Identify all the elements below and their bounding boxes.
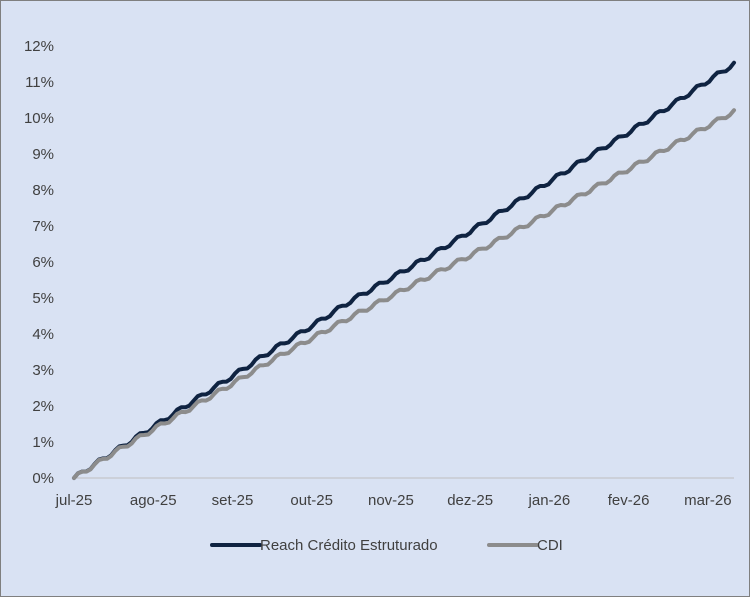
series-line-cdi <box>72 108 736 480</box>
y-tick-label: 11% <box>25 74 54 91</box>
y-tick-label: 1% <box>32 434 54 451</box>
y-tick-label: 4% <box>32 326 54 343</box>
x-tick-label: fev-26 <box>608 492 650 509</box>
x-tick-label: set-25 <box>212 492 254 509</box>
x-tick-label: dez-25 <box>447 492 493 509</box>
y-tick-label: 6% <box>32 254 54 271</box>
y-tick-label: 10% <box>24 110 54 127</box>
x-tick-label: ago-25 <box>130 492 177 509</box>
legend-label: CDI <box>537 537 563 554</box>
legend-label: Reach Crédito Estruturado <box>260 537 438 554</box>
y-tick-label: 8% <box>32 182 54 199</box>
x-tick-label: nov-25 <box>368 492 414 509</box>
y-tick-label: 0% <box>32 470 54 487</box>
y-tick-label: 2% <box>32 398 54 415</box>
x-tick-label: out-25 <box>290 492 333 509</box>
x-tick-label: jan-26 <box>528 492 571 509</box>
x-tick-label: jul-25 <box>55 492 93 509</box>
y-tick-label: 9% <box>32 146 54 163</box>
x-tick-label: mar-26 <box>684 492 732 509</box>
y-tick-label: 3% <box>32 362 54 379</box>
series-line-reach <box>72 60 736 480</box>
y-tick-label: 7% <box>32 218 54 235</box>
y-tick-label: 12% <box>24 38 54 55</box>
y-tick-label: 5% <box>32 290 54 307</box>
